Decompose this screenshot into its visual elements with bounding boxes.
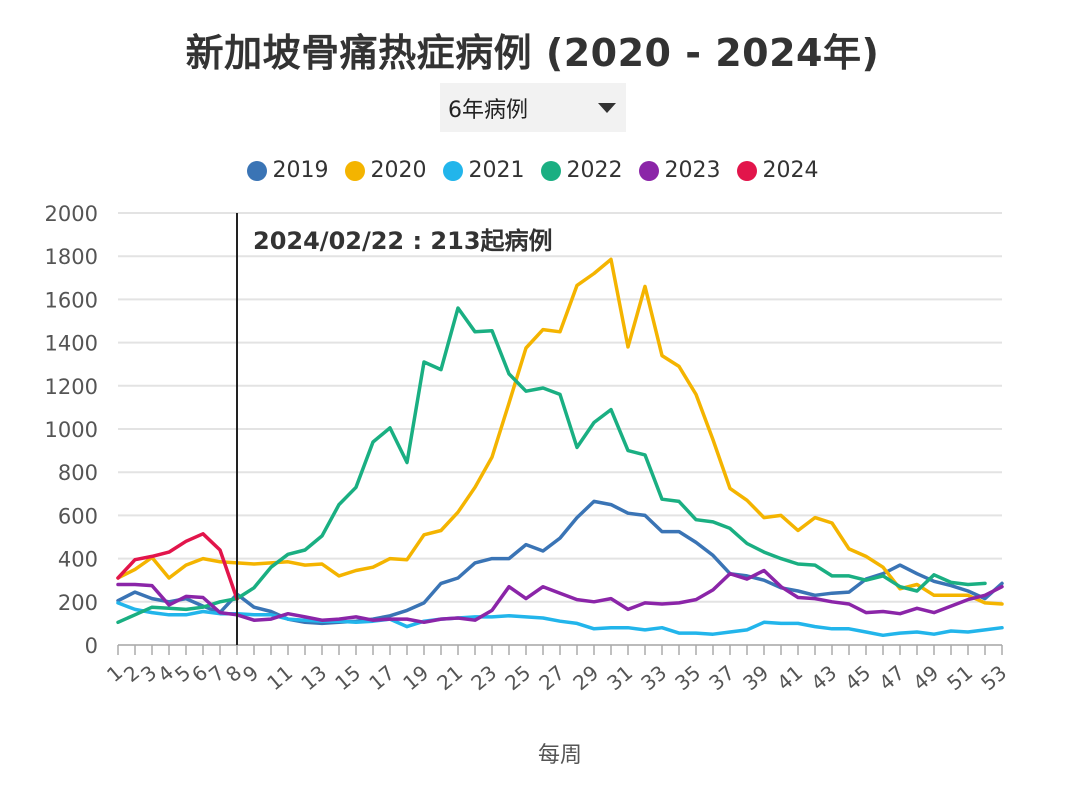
x-tick-label: 27 <box>534 660 569 695</box>
x-tick-label: 29 <box>568 660 603 695</box>
x-tick-label: 49 <box>908 660 943 695</box>
x-tick-label: 25 <box>500 660 535 695</box>
legend-dot-icon <box>736 160 757 181</box>
legend-item-2021[interactable]: 2021 <box>442 158 525 183</box>
y-tick-label: 1400 <box>45 332 98 356</box>
series-lines <box>116 257 1004 638</box>
series-line-2023 <box>116 568 1004 625</box>
y-tick-label: 800 <box>58 461 98 485</box>
legend-dot-icon <box>246 160 267 181</box>
legend-label: 2023 <box>664 158 721 183</box>
legend-label: 2024 <box>762 158 819 183</box>
x-tick-label: 23 <box>466 660 501 695</box>
x-tick-label: 35 <box>670 660 705 695</box>
chevron-down-icon[interactable] <box>598 103 616 113</box>
series-line-2021 <box>116 601 1004 638</box>
legend-item-2020[interactable]: 2020 <box>344 158 427 183</box>
reference-annotation: 2024/02/22 : 213起病例 <box>253 227 553 255</box>
x-tick-label: 39 <box>738 660 773 695</box>
legend-label: 2020 <box>370 158 427 183</box>
y-tick-label: 0 <box>85 634 98 658</box>
legend-item-2023[interactable]: 2023 <box>638 158 721 183</box>
x-tick-label: 37 <box>704 660 739 695</box>
x-tick-label: 41 <box>772 660 807 695</box>
y-axis: 0 200 400 600 800 1000 1200 1400 1600 1800 2000 <box>45 202 98 658</box>
y-tick-label: 2000 <box>45 202 98 226</box>
x-tick-label: 21 <box>432 660 467 695</box>
legend-dot-icon <box>442 160 463 181</box>
x-tick-label: 13 <box>296 660 331 695</box>
x-tick-label: 15 <box>330 660 365 695</box>
series-line-2022 <box>116 306 987 625</box>
y-tick-label: 600 <box>58 504 98 528</box>
y-tick-label: 1600 <box>45 288 98 312</box>
legend-item-2022[interactable]: 2022 <box>540 158 623 183</box>
x-tick-label: 17 <box>364 660 399 695</box>
y-tick-label: 400 <box>58 548 98 572</box>
series-line-2024 <box>116 532 239 601</box>
x-axis-label: 每周 <box>538 743 582 768</box>
x-tick-label: 31 <box>602 660 637 695</box>
chart-title: 新加坡骨痛热症病例 (2020 - 2024年) <box>185 31 880 75</box>
y-tick-label: 1000 <box>45 418 98 442</box>
x-tick-label: 47 <box>874 660 909 695</box>
series-line-2020 <box>116 257 1004 606</box>
legend-dot-icon <box>540 160 561 181</box>
x-tick-label: 53 <box>976 660 1011 695</box>
x-tick-label: 51 <box>942 660 977 695</box>
x-tick-label: 43 <box>806 660 841 695</box>
legend-label: 2022 <box>566 158 623 183</box>
x-tick-label: 33 <box>636 660 671 695</box>
x-tick-label: 9 <box>238 660 263 687</box>
x-tick-label: 19 <box>398 660 433 695</box>
dropdown-selected-value: 6年病例 <box>448 97 528 123</box>
dataset-dropdown[interactable]: 6年病例 <box>440 83 626 132</box>
legend-item-2019[interactable]: 2019 <box>246 158 329 183</box>
y-tick-label: 1200 <box>45 375 98 399</box>
y-tick-label: 200 <box>58 591 98 615</box>
legend-item-2024[interactable]: 2024 <box>736 158 819 183</box>
legend-dot-icon <box>344 160 365 181</box>
legend-label: 2019 <box>272 158 329 183</box>
legend-label: 2021 <box>468 158 525 183</box>
legend-dot-icon <box>638 160 659 181</box>
series-line-2019 <box>116 499 1004 626</box>
x-tick-label: 11 <box>262 660 297 695</box>
x-tick-label: 45 <box>840 660 875 695</box>
chart-legend: 2019 2020 2021 2022 2023 2024 <box>0 158 1065 183</box>
y-tick-label: 1800 <box>45 245 98 269</box>
